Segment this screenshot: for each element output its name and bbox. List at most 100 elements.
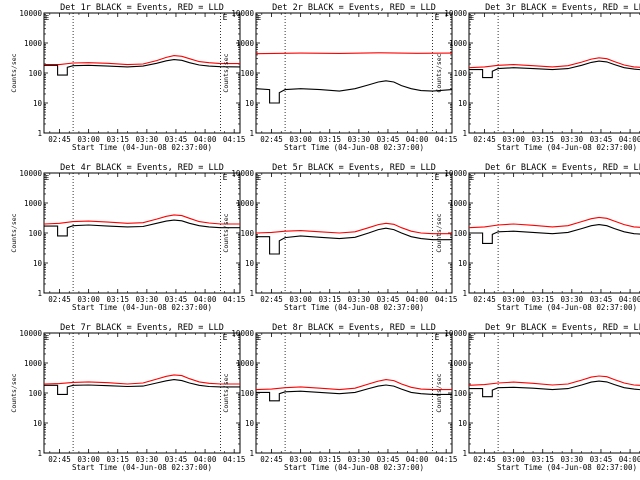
x-axis-label: Start Time (04-Jun-08 02:37:00)	[72, 463, 212, 472]
corner-mark: E	[257, 174, 261, 182]
y-tick-label: 1	[37, 129, 42, 138]
x-tick-label: 04:00	[194, 295, 217, 304]
marker-label: E	[223, 13, 228, 22]
chart-panel-8: Det 8r BLACK = Events, RED = LLD 1 10 100 10…	[222, 323, 457, 472]
y-tick-label: 100	[240, 69, 254, 78]
y-tick-label: 10	[245, 259, 255, 268]
events-series-line	[44, 219, 240, 237]
y-tick-label: 100	[28, 389, 42, 398]
y-tick-label: 10	[245, 419, 255, 428]
y-tick-label: 10000	[19, 9, 42, 18]
y-tick-label: 10000	[231, 9, 254, 18]
x-tick-label: 03:30	[561, 295, 584, 304]
x-tick-label: 02:45	[48, 455, 71, 464]
y-tick-label: 1	[37, 449, 42, 458]
x-axis-label: Start Time (04-Jun-08 02:37:00)	[497, 303, 637, 312]
x-tick-label: 02:45	[473, 455, 496, 464]
chart-title: Det 7r BLACK = Events, RED = LLD	[60, 323, 224, 333]
x-axis-label: Start Time (04-Jun-08 02:37:00)	[284, 303, 424, 312]
x-tick-label: 03:45	[590, 295, 613, 304]
y-tick-label: 10000	[444, 329, 467, 338]
chart-title: Det 6r BLACK = Events, RED = LLD	[485, 163, 640, 173]
x-tick-label: 04:00	[406, 455, 429, 464]
x-tick-label: 03:15	[318, 295, 341, 304]
corner-mark: E	[257, 334, 261, 342]
x-tick-label: 02:45	[260, 295, 283, 304]
chart-panel-4: Det 4r BLACK = Events, RED = LLD 1 10 100 10…	[10, 163, 245, 312]
y-tick-label: 1000	[449, 39, 468, 48]
y-tick-label: 10	[458, 99, 468, 108]
x-tick-label: 03:00	[77, 135, 100, 144]
y-tick-label: 1000	[24, 359, 43, 368]
x-tick-label: 02:45	[260, 455, 283, 464]
x-tick-label: 03:30	[136, 295, 159, 304]
lld-series-line	[255, 52, 453, 55]
chart-panel-3: Det 3r BLACK = Events, RED = LLD 1 10 100 10…	[435, 3, 640, 152]
y-tick-label: 1	[462, 129, 467, 138]
y-axis-label: Counts/sec	[435, 373, 443, 412]
x-tick-label: 03:15	[531, 295, 554, 304]
y-axis-label: Counts/sec	[222, 53, 230, 92]
chart-panel-2: Det 2r BLACK = Events, RED = LLD 1 10 100 10…	[222, 3, 457, 152]
x-tick-label: 03:30	[348, 135, 371, 144]
y-tick-label: 10000	[444, 9, 467, 18]
x-tick-label: 03:45	[377, 455, 400, 464]
x-axis-label: Start Time (04-Jun-08 02:37:00)	[284, 463, 424, 472]
y-tick-label: 1000	[449, 359, 468, 368]
x-tick-label: 03:45	[165, 295, 188, 304]
x-tick-label: 03:30	[136, 135, 159, 144]
y-tick-label: 10000	[231, 169, 254, 178]
y-tick-label: 1000	[449, 199, 468, 208]
marker-label: E	[223, 173, 228, 182]
corner-mark: E	[470, 14, 474, 22]
x-tick-label: 03:00	[289, 295, 312, 304]
y-axis-label: Counts/sec	[222, 373, 230, 412]
x-tick-label: 03:45	[165, 135, 188, 144]
marker-label: E	[435, 13, 440, 22]
x-tick-label: 02:45	[473, 295, 496, 304]
marker-label: E	[223, 333, 228, 342]
x-axis-label: Start Time (04-Jun-08 02:37:00)	[284, 143, 424, 152]
y-tick-label: 10000	[444, 169, 467, 178]
x-tick-label: 03:30	[561, 455, 584, 464]
lld-series-line	[468, 57, 640, 69]
y-tick-label: 100	[453, 389, 467, 398]
y-tick-label: 10	[245, 99, 255, 108]
y-axis-label: Counts/sec	[435, 53, 443, 92]
x-tick-label: 02:45	[48, 295, 71, 304]
y-tick-label: 1000	[236, 359, 255, 368]
y-tick-label: 100	[28, 69, 42, 78]
events-series-line	[256, 384, 452, 402]
x-tick-label: 04:00	[406, 135, 429, 144]
y-tick-label: 10	[33, 259, 43, 268]
x-tick-label: 04:00	[619, 135, 640, 144]
x-axis-label: Start Time (04-Jun-08 02:37:00)	[72, 303, 212, 312]
y-tick-label: 100	[240, 229, 254, 238]
x-tick-label: 03:15	[531, 455, 554, 464]
y-tick-label: 1	[462, 449, 467, 458]
x-tick-label: 02:45	[260, 135, 283, 144]
x-tick-label: 04:15	[435, 135, 458, 144]
x-tick-label: 03:45	[590, 455, 613, 464]
y-axis-label: Counts/sec	[222, 213, 230, 252]
corner-mark: E	[45, 174, 49, 182]
lld-series-line	[255, 379, 452, 391]
plot-frame	[468, 332, 640, 454]
y-tick-label: 1	[249, 289, 254, 298]
y-tick-label: 1000	[236, 39, 255, 48]
x-tick-label: 04:00	[194, 455, 217, 464]
chart-panel-6: Det 6r BLACK = Events, RED = LLD 1 10 100 10…	[435, 163, 640, 312]
y-tick-label: 1000	[24, 199, 43, 208]
x-axis-label: Start Time (04-Jun-08 02:37:00)	[497, 143, 637, 152]
x-tick-label: 03:15	[106, 455, 129, 464]
x-axis-label: Start Time (04-Jun-08 02:37:00)	[497, 463, 637, 472]
x-tick-label: 03:30	[348, 455, 371, 464]
x-tick-label: 03:00	[289, 135, 312, 144]
x-tick-label: 04:15	[223, 455, 246, 464]
x-tick-label: 03:45	[165, 455, 188, 464]
x-tick-label: 04:15	[435, 455, 458, 464]
x-tick-label: 03:45	[590, 135, 613, 144]
y-tick-label: 10	[458, 419, 468, 428]
y-axis-label: Counts/sec	[10, 213, 18, 252]
x-tick-label: 02:45	[473, 135, 496, 144]
